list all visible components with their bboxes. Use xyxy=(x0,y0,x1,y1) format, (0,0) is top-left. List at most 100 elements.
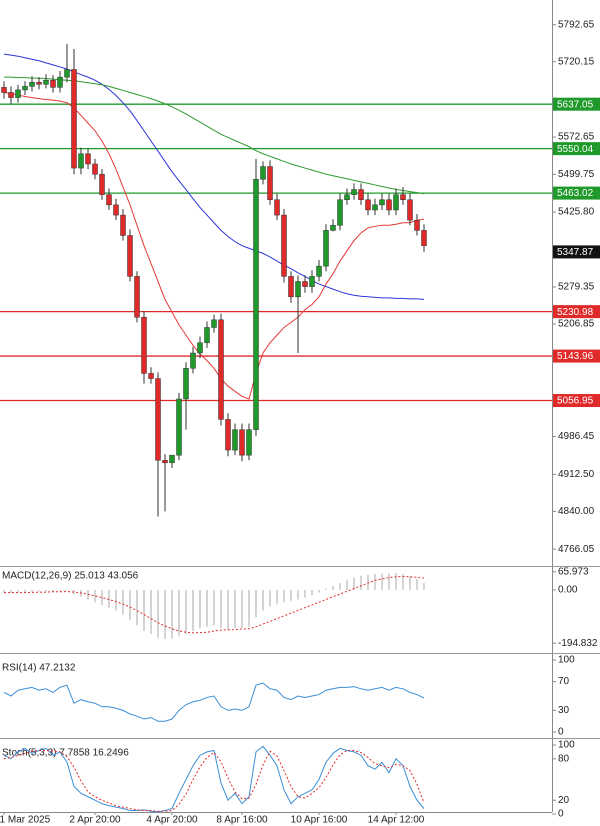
candle-body xyxy=(344,194,350,200)
candle-body xyxy=(239,429,245,456)
candle-body xyxy=(148,373,154,379)
candle-body xyxy=(393,194,399,211)
indicator-line xyxy=(3,745,425,813)
level-label-box xyxy=(553,305,600,319)
y-tick-label: 4912.50 xyxy=(558,469,595,480)
candle-body xyxy=(36,81,42,85)
y-tick-label: 5792.65 xyxy=(558,19,595,30)
candle-body xyxy=(337,199,343,226)
level-label: 5056.95 xyxy=(557,396,594,407)
candle-body xyxy=(400,194,406,200)
candle-body xyxy=(92,163,98,175)
candle-body xyxy=(316,265,322,277)
level-label: 5230.98 xyxy=(557,307,594,318)
x-tick-label: 4 Apr 20:00 xyxy=(146,815,198,826)
candle-body xyxy=(50,79,56,88)
candle-body xyxy=(232,429,238,451)
level-label: 5143.96 xyxy=(557,351,594,362)
candle-body xyxy=(57,76,63,88)
candle-body xyxy=(8,92,14,98)
candle-body xyxy=(120,214,126,236)
x-tick-label: 2 Apr 20:00 xyxy=(69,815,121,826)
candle-body xyxy=(246,429,252,456)
y-tick-label: 65.973 xyxy=(558,566,589,577)
candle-body xyxy=(190,352,196,369)
candle-body xyxy=(211,319,217,328)
candle-body xyxy=(281,214,287,277)
y-tick-label: 4766.05 xyxy=(558,544,595,555)
candle-body xyxy=(295,281,301,298)
y-tick-label: 5720.15 xyxy=(558,56,595,67)
candle-body xyxy=(71,69,77,169)
candle-body xyxy=(85,153,91,165)
last-price-label: 5347.87 xyxy=(557,247,594,258)
candle-body xyxy=(113,204,119,216)
candle-body xyxy=(288,276,294,298)
candle-body xyxy=(22,86,28,91)
y-tick-label: 5206.85 xyxy=(558,319,595,330)
candle-body xyxy=(141,316,147,374)
candle-body xyxy=(106,194,112,206)
level-label: 5463.02 xyxy=(557,188,594,199)
candle-body xyxy=(15,89,21,98)
candle-body xyxy=(197,342,203,354)
y-tick-label: 100 xyxy=(558,740,575,751)
y-tick-label: 100 xyxy=(558,655,575,666)
candle-body xyxy=(302,281,308,287)
candle-body xyxy=(225,419,231,451)
level-label-box xyxy=(553,349,600,363)
x-tick-label: 31 Mar 2025 xyxy=(0,815,51,826)
candle-body xyxy=(414,219,420,231)
indicator-title: MACD(12,26,9) 25.013 43.056 xyxy=(2,571,139,582)
signal-line xyxy=(4,575,425,634)
candle-body xyxy=(99,173,105,195)
y-tick-label: 0.00 xyxy=(558,585,578,596)
candle-body xyxy=(134,276,140,318)
level-label-box xyxy=(553,97,600,111)
y-tick-label: 30 xyxy=(558,705,570,716)
y-tick-label: 5499.75 xyxy=(558,169,595,180)
indicator-line xyxy=(3,682,425,722)
x-tick-label: 8 Apr 16:00 xyxy=(216,815,268,826)
x-tick-label: 14 Apr 12:00 xyxy=(368,815,425,826)
candle-body xyxy=(29,81,35,87)
y-tick-label: 70 xyxy=(558,676,570,687)
candle-body xyxy=(330,225,336,231)
candle-body xyxy=(260,166,266,180)
candle-body xyxy=(323,230,329,267)
candle-body xyxy=(78,153,84,169)
candle-body xyxy=(274,199,280,216)
candle-body xyxy=(351,189,357,195)
level-label: 5550.04 xyxy=(557,144,594,155)
candle-body xyxy=(379,199,385,206)
candle-body xyxy=(421,230,427,246)
candle-body xyxy=(372,204,378,211)
y-tick-label: 5572.65 xyxy=(558,132,595,143)
y-tick-label: 4986.45 xyxy=(558,431,595,442)
indicator-title: RSI(14) 47.2132 xyxy=(2,663,76,674)
candle-body xyxy=(386,199,392,211)
candle-body xyxy=(155,378,161,461)
level-label-box xyxy=(553,142,600,156)
level-label-box xyxy=(553,394,600,408)
candle-body xyxy=(309,276,315,287)
candle-body xyxy=(365,199,371,211)
level-label: 5637.05 xyxy=(557,99,594,110)
y-tick-label: -194.832 xyxy=(558,638,598,649)
x-tick-label: 10 Apr 16:00 xyxy=(291,815,348,826)
y-tick-label: 0 xyxy=(558,809,564,820)
candle-body xyxy=(407,199,413,221)
level-label-box xyxy=(553,186,600,200)
indicator-title: Stoch(5,3,3) 7.7858 16.2496 xyxy=(2,748,129,759)
candle-body xyxy=(169,454,175,464)
y-tick-label: 4840.00 xyxy=(558,506,595,517)
candle-body xyxy=(127,235,133,277)
candle-body xyxy=(43,79,49,85)
candle-body xyxy=(267,166,273,200)
candle-body xyxy=(218,319,224,420)
candle-body xyxy=(358,189,364,200)
candle-body xyxy=(204,327,210,344)
candle-body xyxy=(1,87,7,93)
candle-body xyxy=(64,69,70,78)
y-tick-label: 5425.80 xyxy=(558,207,595,218)
